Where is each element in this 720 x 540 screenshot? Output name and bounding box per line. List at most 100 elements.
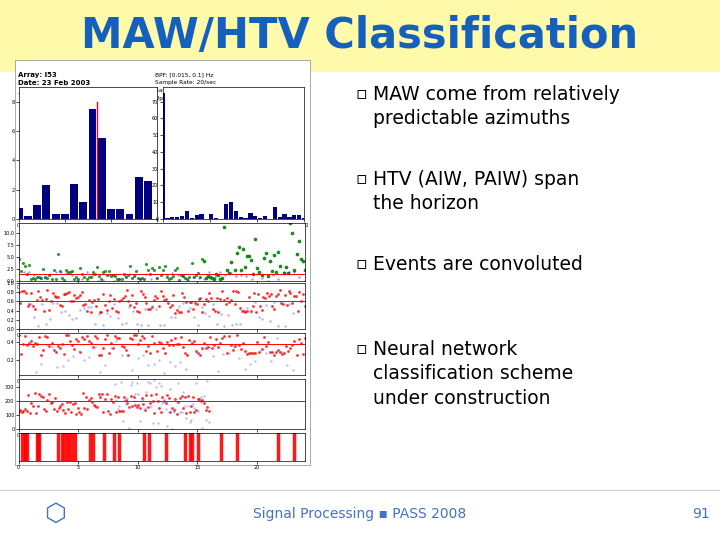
Point bbox=[272, 275, 284, 284]
Point bbox=[29, 271, 40, 279]
Point bbox=[179, 402, 191, 411]
Bar bbox=[233, 211, 238, 219]
Text: Signal Processing ▪ PASS 2008: Signal Processing ▪ PASS 2008 bbox=[253, 507, 467, 521]
Point bbox=[147, 397, 158, 406]
Point bbox=[24, 409, 35, 417]
Point bbox=[176, 407, 187, 416]
Point bbox=[215, 339, 226, 347]
Point bbox=[30, 275, 41, 284]
Point bbox=[198, 339, 210, 348]
Point bbox=[204, 267, 215, 276]
Point bbox=[45, 296, 57, 305]
Point bbox=[299, 276, 310, 285]
Point bbox=[148, 360, 159, 368]
Point bbox=[171, 264, 183, 273]
Point bbox=[58, 275, 70, 284]
Text: SamplesWindow: 10000: SamplesWindow: 10000 bbox=[155, 88, 225, 93]
Point bbox=[101, 306, 112, 314]
Point bbox=[147, 264, 158, 272]
Point bbox=[175, 357, 186, 366]
Point bbox=[294, 288, 305, 296]
Point bbox=[132, 340, 144, 348]
Point bbox=[110, 395, 122, 404]
Point bbox=[204, 312, 215, 320]
Point bbox=[184, 273, 195, 281]
Point bbox=[192, 395, 204, 403]
Point bbox=[153, 403, 165, 412]
Point bbox=[287, 229, 298, 238]
Point bbox=[217, 333, 228, 342]
Point bbox=[85, 339, 96, 347]
Point bbox=[227, 287, 238, 295]
Point bbox=[173, 398, 184, 407]
Point bbox=[250, 235, 261, 244]
Point bbox=[110, 337, 122, 346]
Point bbox=[114, 334, 125, 342]
Point bbox=[33, 333, 45, 341]
Point bbox=[164, 358, 176, 367]
Point bbox=[160, 399, 171, 408]
Point bbox=[182, 276, 194, 285]
Point bbox=[149, 339, 161, 347]
Point bbox=[89, 269, 101, 278]
Point bbox=[115, 377, 127, 386]
Point bbox=[118, 395, 130, 404]
Point bbox=[78, 403, 90, 412]
Point bbox=[276, 215, 288, 224]
Point bbox=[76, 269, 88, 278]
Point bbox=[132, 401, 144, 409]
Point bbox=[50, 394, 61, 402]
Point bbox=[186, 259, 197, 267]
Point bbox=[180, 365, 192, 374]
Point bbox=[84, 353, 95, 361]
Point bbox=[116, 342, 127, 350]
Point bbox=[128, 396, 140, 405]
Point bbox=[48, 346, 59, 354]
Point bbox=[19, 262, 30, 271]
Point bbox=[207, 352, 218, 360]
Point bbox=[173, 379, 184, 387]
Point bbox=[237, 338, 248, 347]
Point bbox=[71, 410, 82, 418]
Point bbox=[189, 299, 201, 307]
Point bbox=[276, 298, 287, 307]
Point bbox=[295, 255, 307, 264]
Point bbox=[202, 271, 214, 280]
Point bbox=[121, 286, 132, 295]
Point bbox=[265, 290, 276, 299]
Point bbox=[125, 301, 136, 310]
Point bbox=[157, 399, 168, 407]
Point bbox=[163, 408, 175, 416]
Point bbox=[81, 405, 93, 414]
Point bbox=[194, 294, 206, 302]
Point bbox=[192, 320, 204, 329]
Point bbox=[13, 330, 24, 339]
Point bbox=[17, 259, 29, 268]
Point bbox=[266, 266, 278, 275]
Point bbox=[52, 363, 63, 372]
Point bbox=[233, 354, 245, 362]
Point bbox=[220, 271, 231, 279]
Point bbox=[77, 389, 89, 397]
Point bbox=[114, 274, 125, 283]
Point bbox=[104, 409, 115, 418]
Point bbox=[235, 345, 247, 353]
Point bbox=[150, 292, 161, 301]
Point bbox=[27, 301, 39, 310]
Point bbox=[93, 390, 104, 399]
Point bbox=[229, 342, 240, 350]
Point bbox=[143, 266, 154, 274]
Point bbox=[91, 333, 102, 342]
Point bbox=[169, 313, 181, 322]
Point bbox=[97, 289, 109, 298]
Point bbox=[241, 251, 253, 260]
Point bbox=[226, 321, 238, 329]
Point bbox=[122, 350, 133, 359]
Point bbox=[256, 271, 267, 279]
Point bbox=[126, 274, 138, 282]
Point bbox=[60, 331, 72, 340]
Point bbox=[132, 389, 144, 398]
Point bbox=[189, 404, 200, 413]
Point bbox=[197, 395, 208, 404]
Point bbox=[165, 274, 176, 282]
